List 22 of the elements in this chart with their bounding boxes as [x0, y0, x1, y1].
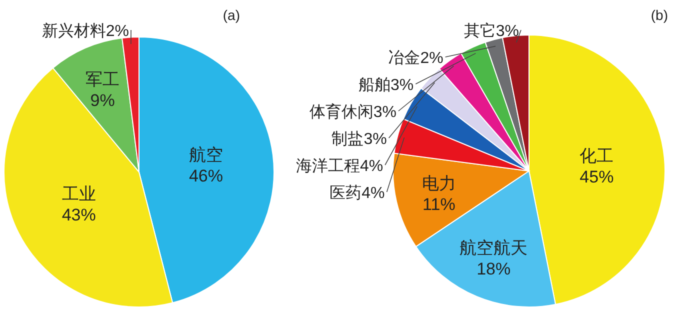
data-label: 11% [422, 195, 456, 214]
slice-label: 医药4% [330, 184, 385, 202]
slice-label: 军工 [86, 70, 120, 89]
data-label: 45% [580, 167, 614, 186]
slice-label: 体育休闲3% [309, 103, 396, 121]
data-label: 9% [90, 90, 115, 110]
slice-label: 化工 [580, 146, 614, 166]
slice-label: 工业 [62, 184, 96, 204]
slice-label: 其它3% [464, 22, 519, 40]
slice-label: 电力 [422, 174, 456, 193]
slice-label: 新兴材料2% [42, 22, 129, 40]
data-label: 18% [476, 259, 511, 278]
data-label: 43% [62, 206, 96, 225]
slice-label: 船舶3% [358, 77, 414, 94]
slice-label: 制盐3% [332, 130, 387, 148]
data-label: 46% [188, 166, 223, 186]
slice-label: 航空航天 [460, 238, 528, 258]
chart-title: (a) [222, 7, 240, 23]
chart-title: (b) [650, 7, 668, 23]
slice-label: 海洋工程4% [296, 158, 384, 175]
slice-label: 航空 [188, 146, 223, 165]
slice-label: 冶金2% [388, 49, 444, 67]
